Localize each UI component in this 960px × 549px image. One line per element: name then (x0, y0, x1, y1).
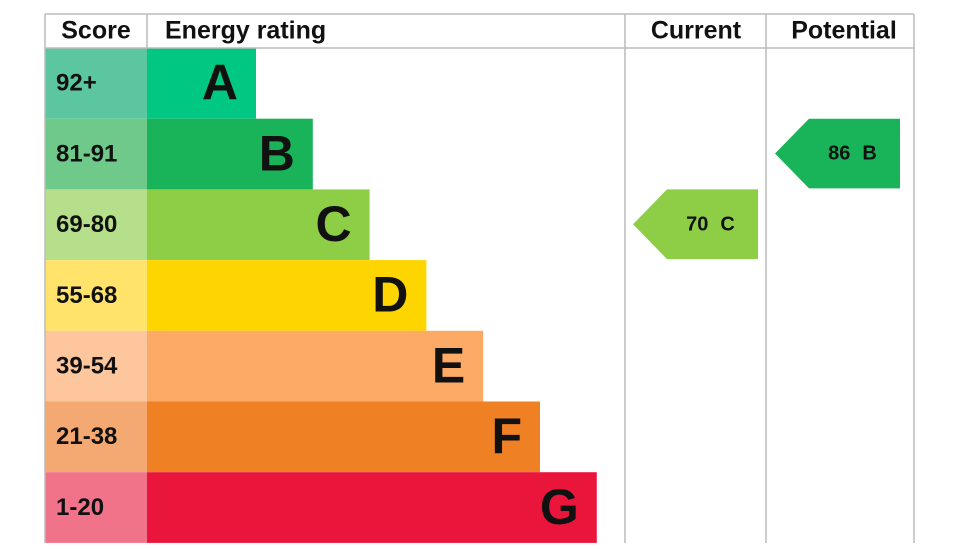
current-label: 70 C (686, 214, 735, 236)
potential-label: 86 B (828, 143, 877, 165)
header-potential: Potential (791, 17, 897, 45)
rating-bar (147, 330, 484, 402)
header-current: Current (651, 17, 742, 45)
rating-letter: G (540, 479, 579, 535)
rating-letter: B (259, 125, 295, 181)
rating-letter: C (315, 196, 351, 252)
rating-bar (147, 260, 427, 331)
current-arrow (633, 189, 758, 260)
score-cell (45, 118, 147, 190)
current-letter: C (720, 214, 734, 236)
score-cell (45, 401, 147, 473)
score-cell (45, 260, 147, 331)
header-rating: Energy rating (165, 17, 326, 45)
score-label: 92+ (56, 70, 97, 97)
potential-value: 86 (828, 143, 850, 165)
header-score: Score (61, 17, 131, 45)
rating-bar (147, 472, 597, 543)
score-cell (45, 330, 147, 402)
table-lines (44, 13, 915, 543)
rating-letter: E (432, 337, 465, 393)
score-label: 1-20 (56, 494, 104, 521)
score-cell (45, 48, 147, 119)
score-label: 55-68 (56, 282, 117, 309)
score-label: 81-91 (56, 140, 117, 167)
current-value: 70 (686, 214, 708, 236)
score-label: 21-38 (56, 423, 117, 450)
potential-letter: B (862, 143, 876, 165)
potential-arrow (775, 118, 900, 189)
rating-bar (147, 401, 540, 473)
score-label: 69-80 (56, 211, 117, 238)
score-label: 39-54 (56, 352, 118, 379)
score-cell (45, 472, 147, 543)
score-cell (45, 189, 147, 261)
rating-letter: A (202, 55, 238, 111)
rating-letter: F (491, 408, 522, 464)
rating-letter: D (372, 267, 408, 323)
rating-bar (147, 189, 370, 261)
rating-bar (147, 48, 256, 119)
rating-bar (147, 118, 313, 190)
